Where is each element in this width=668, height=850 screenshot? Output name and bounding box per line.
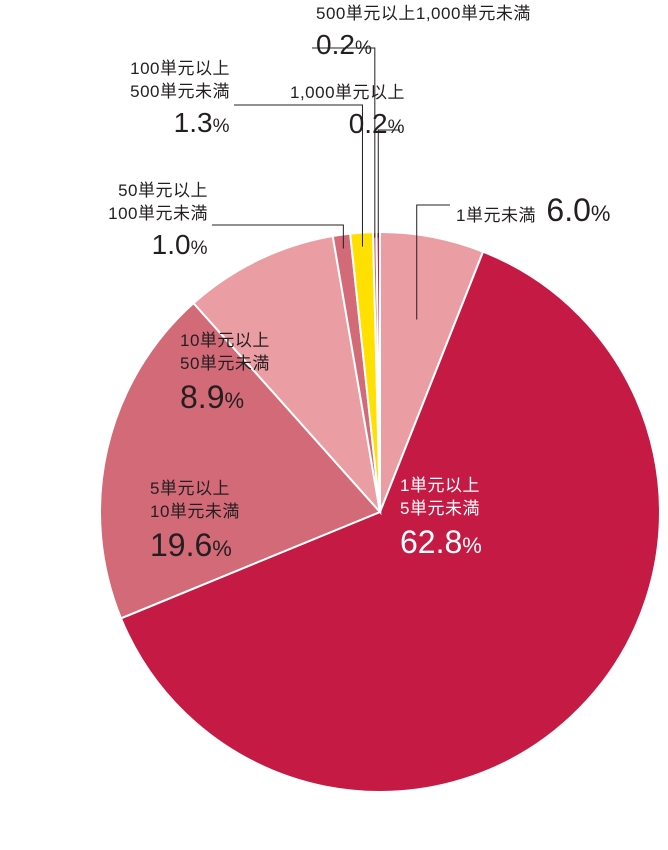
label-under1: 1単元未満 6.0% (456, 189, 611, 232)
label-100to500-l1: 100単元以上 (30, 58, 230, 81)
label-500to1000-title: 500単元以上1,000単元未満 (316, 3, 531, 26)
label-5to10: 5単元以上 10単元未満 19.6% (150, 478, 240, 567)
label-100to500-value: 1.3 (174, 107, 213, 138)
label-10to50-pct: % (224, 388, 244, 413)
label-10to50-l1: 10単元以上 (180, 330, 270, 353)
label-50to100-l2: 100単元未満 (8, 203, 208, 226)
label-500to1000: 500単元以上1,000単元未満 0.2% (316, 3, 531, 64)
label-over1000-title: 1,000単元以上 (290, 82, 405, 105)
label-10to50-l2: 50単元未満 (180, 353, 270, 376)
label-1to5-l1: 1単元以上 (400, 475, 482, 498)
label-5to10-value: 19.6 (150, 527, 212, 563)
label-under1-value: 6.0 (546, 192, 590, 228)
label-1to5: 1単元以上 5単元未満 62.8% (400, 475, 482, 564)
label-10to50: 10単元以上 50単元未満 8.9% (180, 330, 270, 419)
leader-over1000 (378, 130, 400, 238)
label-1to5-l2: 5単元未満 (400, 498, 482, 521)
label-500to1000-value: 0.2 (316, 29, 355, 60)
label-1to5-value: 62.8 (400, 524, 462, 560)
label-5to10-l1: 5単元以上 (150, 478, 240, 501)
label-100to500: 100単元以上 500単元未満 1.3% (30, 58, 230, 142)
label-over1000-value: 0.2 (349, 108, 388, 139)
label-50to100-l1: 50単元以上 (8, 180, 208, 203)
label-50to100-value: 1.0 (152, 229, 191, 260)
label-500to1000-pct: % (355, 38, 372, 59)
label-over1000-pct: % (388, 117, 405, 138)
leader-500to1000 (312, 48, 375, 238)
label-50to100-pct: % (191, 238, 208, 259)
label-under1-pct: % (591, 201, 611, 226)
label-over1000: 1,000単元以上 0.2% (290, 82, 405, 143)
label-10to50-value: 8.9 (180, 379, 224, 415)
label-50to100: 50単元以上 100単元未満 1.0% (8, 180, 208, 264)
label-100to500-l2: 500単元未満 (30, 81, 230, 104)
label-5to10-l2: 10単元未満 (150, 501, 240, 524)
label-under1-title: 1単元未満 (456, 206, 536, 225)
label-1to5-pct: % (462, 533, 482, 558)
label-5to10-pct: % (212, 536, 232, 561)
label-100to500-pct: % (213, 116, 230, 137)
